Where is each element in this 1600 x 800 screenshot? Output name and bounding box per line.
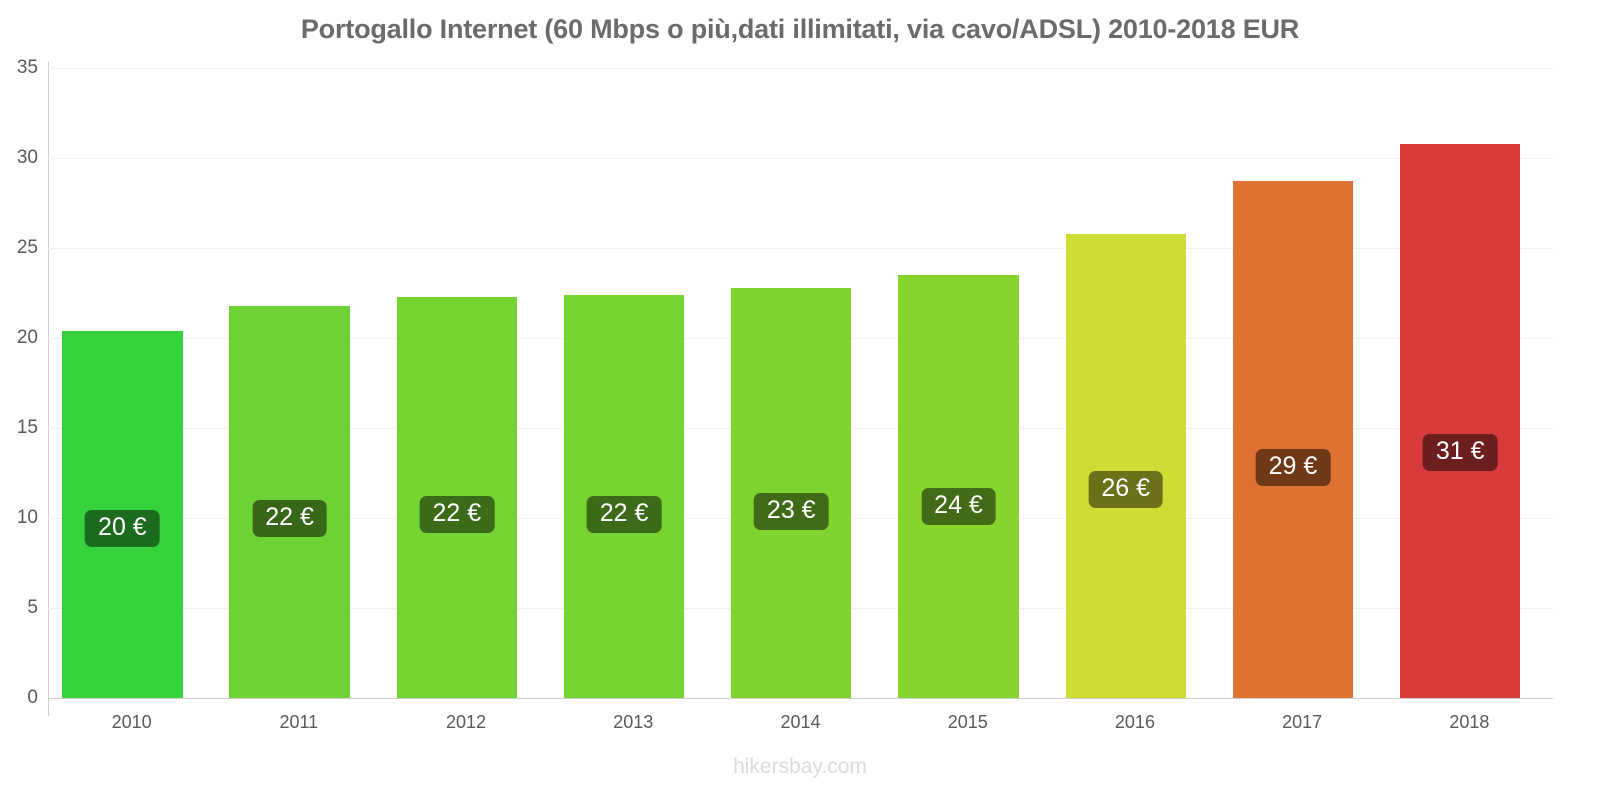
bar-slot: 29 €	[1219, 68, 1386, 698]
bar-2012[interactable]: 22 €	[396, 296, 518, 698]
x-tick-label-2014: 2014	[780, 712, 821, 732]
y-tick-label: 25	[16, 237, 38, 258]
gridline-25	[48, 248, 1553, 249]
chart-title: Portogallo Internet (60 Mbps o più,dati …	[300, 14, 1300, 44]
bar-slot: 22 €	[215, 68, 382, 698]
bar-2018[interactable]: 31 €	[1399, 143, 1521, 698]
bar-2013[interactable]: 22 €	[563, 294, 685, 698]
gridline-0	[48, 698, 1553, 699]
bar-slot: 31 €	[1386, 68, 1553, 698]
bar-value-label: 23 €	[753, 492, 829, 530]
bar-slot: 24 €	[884, 68, 1051, 698]
bar-series: 20 € 22 € 22 € 22 € 23 € 24 € 26 € 29 € 31 €	[48, 68, 1553, 698]
y-tick-label: 35	[16, 57, 38, 78]
y-axis-tick-labels: 0 5 10 15 20 25 30 35	[0, 57, 38, 708]
y-tick-label: 10	[16, 507, 38, 528]
x-tick-label-2011: 2011	[279, 712, 319, 732]
bar-2014[interactable]: 23 €	[731, 287, 852, 698]
bar-2010[interactable]: 20 €	[62, 330, 183, 698]
bar-slot: 26 €	[1051, 68, 1218, 698]
y-tick-label: 15	[16, 417, 38, 438]
x-tick-label-2012: 2012	[446, 712, 487, 732]
y-axis-line	[48, 62, 49, 702]
y-axis-tick-mark	[48, 698, 49, 716]
bar-slot: 23 €	[717, 68, 884, 698]
watermark-text: hikersbay.com	[733, 755, 867, 778]
bar-2016[interactable]: 26 €	[1065, 233, 1186, 698]
x-axis-tick-labels: 2010 2011 2012 2013 2014 2015 2016 2017 2018	[48, 712, 1553, 742]
bar-slot: 22 €	[550, 68, 717, 698]
y-tick-label: 0	[27, 687, 38, 708]
x-tick-label-2016: 2016	[1114, 712, 1155, 732]
y-tick-label: 20	[16, 327, 38, 348]
bar-2015[interactable]: 24 €	[898, 275, 1019, 698]
y-tick-label: 5	[27, 597, 38, 618]
bar-2011[interactable]: 22 €	[229, 305, 350, 698]
x-tick-label-2013: 2013	[613, 712, 654, 732]
bar-slot: 22 €	[382, 68, 549, 698]
gridline-30	[48, 158, 1553, 159]
x-tick-label-2010: 2010	[111, 712, 152, 732]
bar-slot: 20 €	[48, 68, 215, 698]
bar-value-label: 22 €	[419, 496, 495, 534]
gridline-35	[48, 68, 1553, 69]
bar-2017[interactable]: 29 €	[1232, 181, 1354, 698]
bar-value-label: 22 €	[252, 500, 327, 538]
x-tick-label-2017: 2017	[1282, 712, 1323, 732]
bar-value-label: 26 €	[1088, 470, 1164, 508]
y-tick-label: 30	[16, 147, 38, 168]
bar-value-label: 31 €	[1422, 433, 1498, 471]
x-tick-label-2018: 2018	[1449, 712, 1490, 732]
bar-value-label: 22 €	[586, 495, 662, 533]
bar-value-label: 29 €	[1255, 449, 1331, 487]
bar-value-label: 20 €	[85, 510, 160, 548]
bar-value-label: 24 €	[921, 487, 996, 525]
x-tick-label-2015: 2015	[947, 712, 988, 732]
